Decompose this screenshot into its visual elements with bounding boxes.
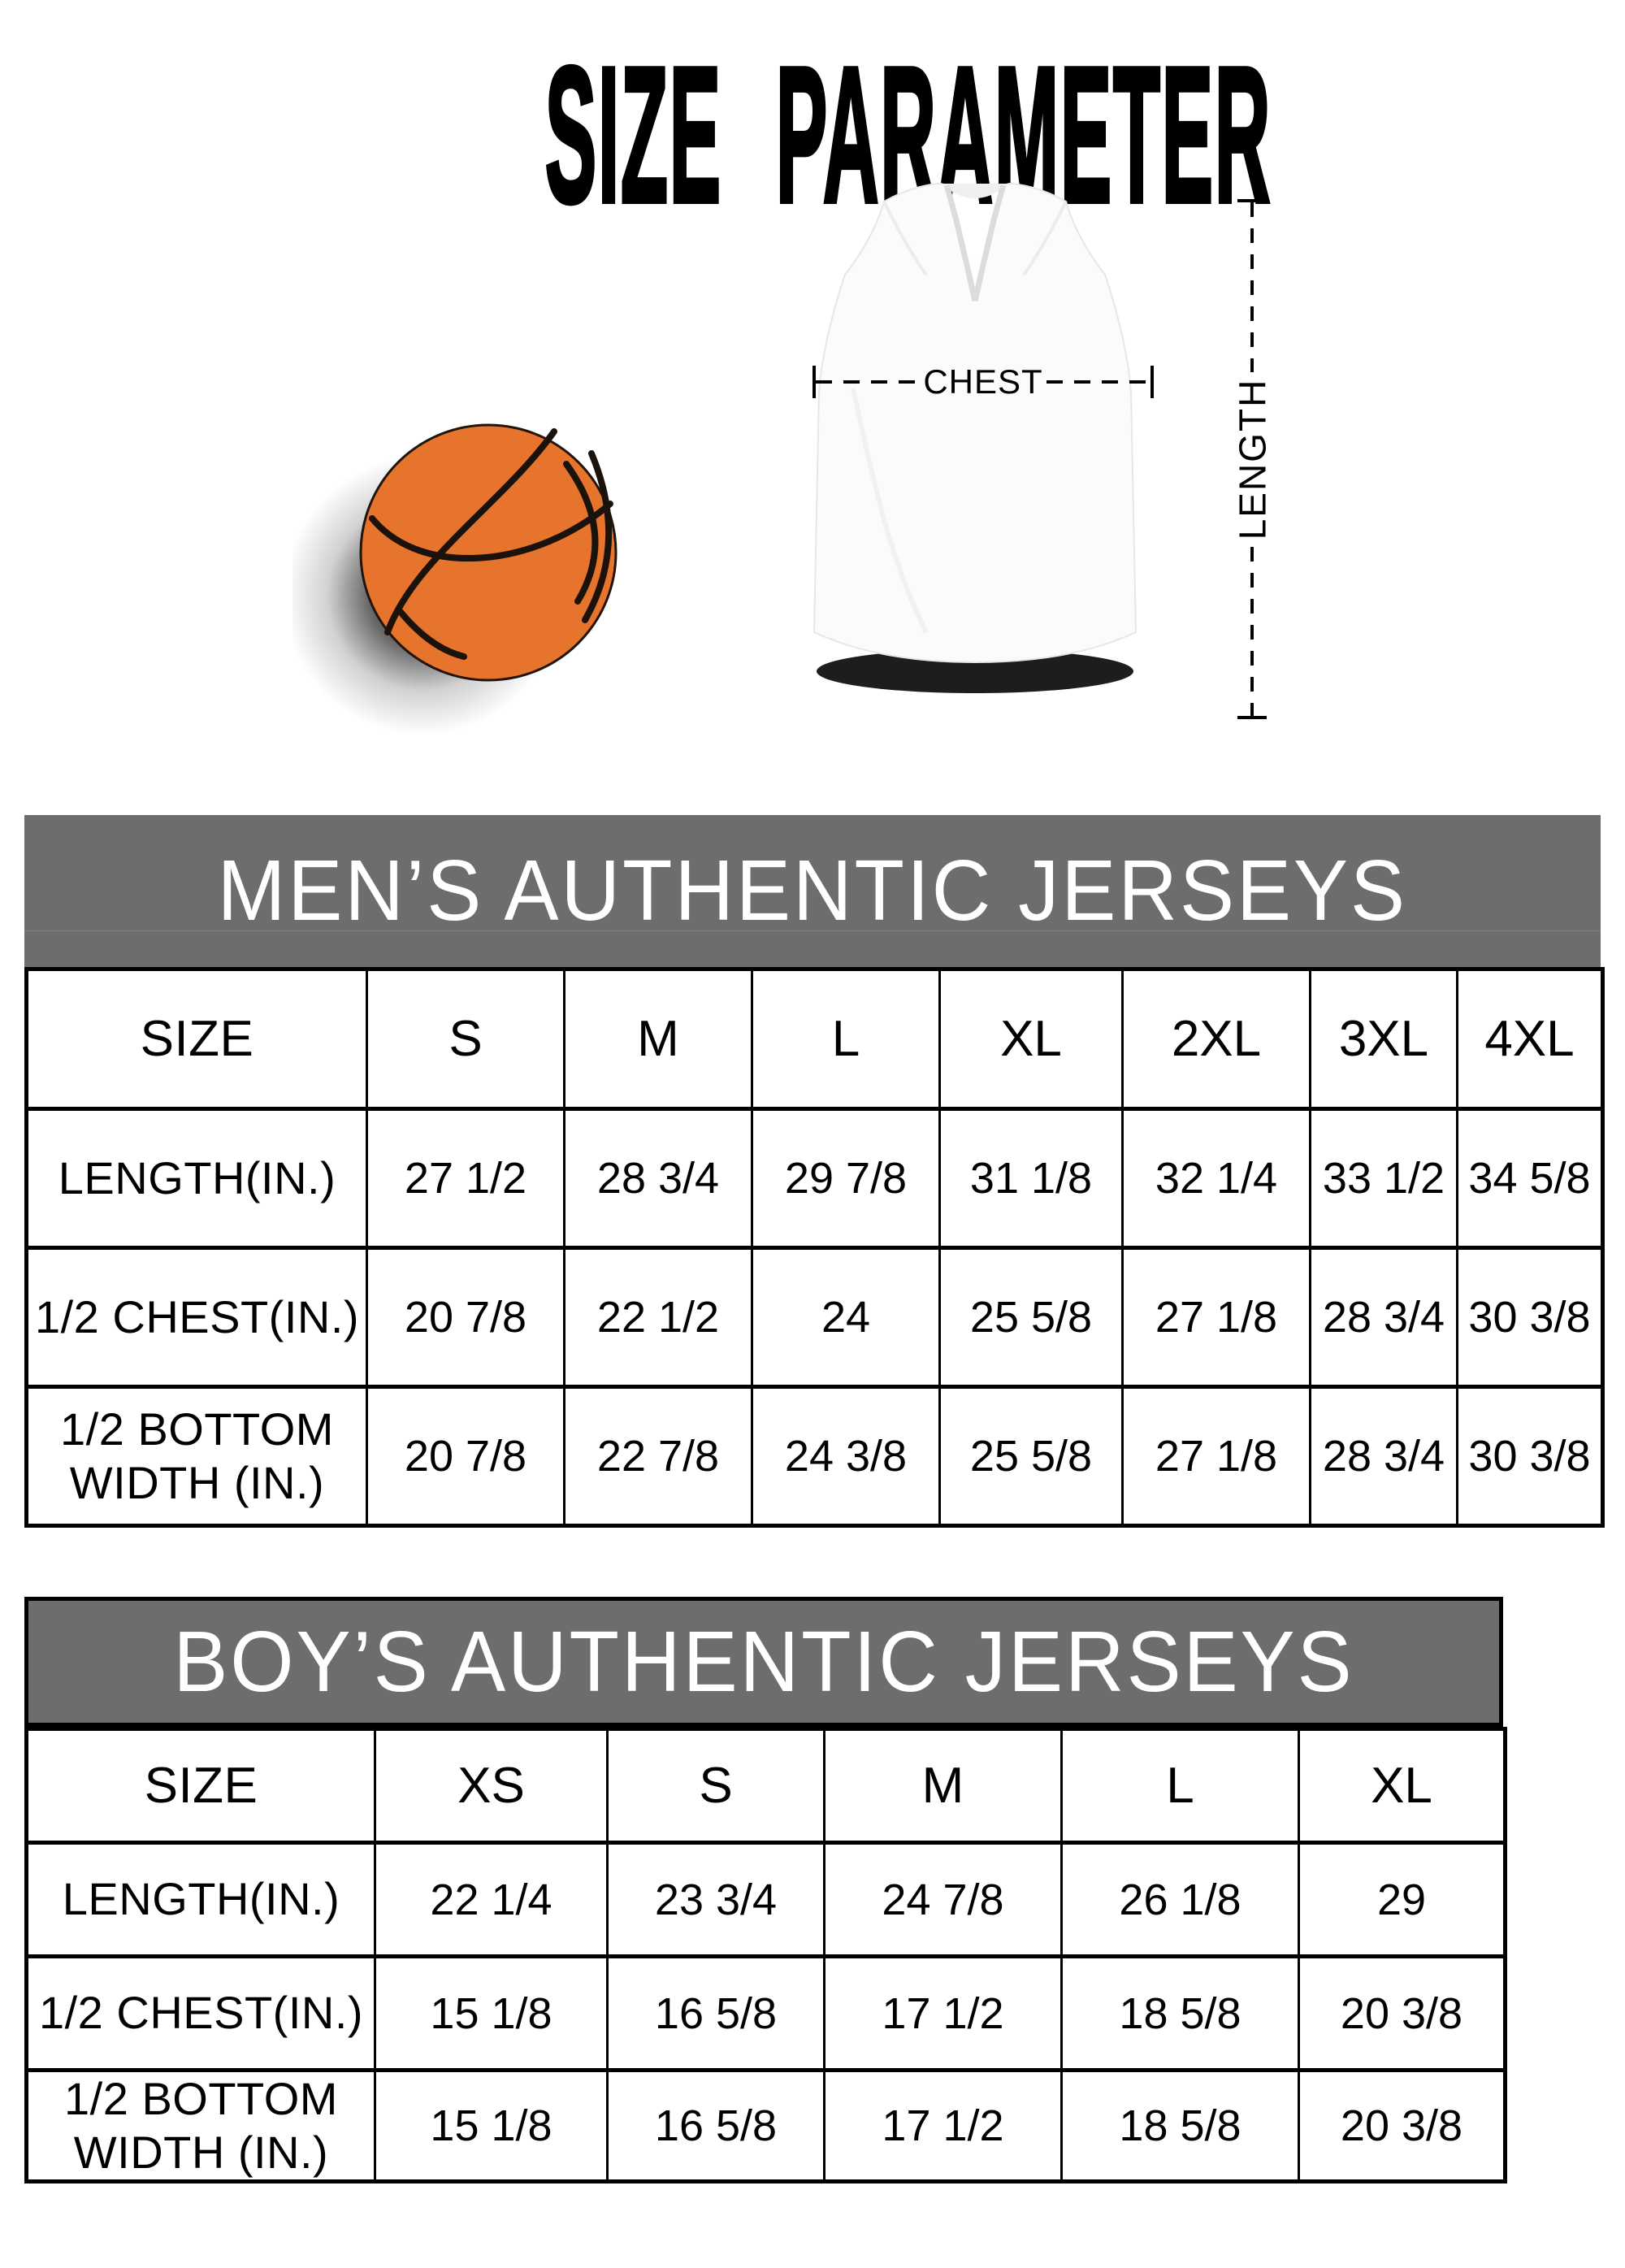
length-measure-line: LENGTH <box>1223 199 1281 719</box>
size-header-cell: 3XL <box>1309 967 1458 1111</box>
measurement-row: LENGTH(IN.) 27 1/2 28 3/4 29 7/8 31 1/8 32 1/… <box>25 1107 1604 1250</box>
mens-size-table: SIZE S M L XL 2XL 3XL 4XL LENGTH(IN.) 27 1/2 28 3/… <box>24 967 1605 1528</box>
measurement-row: 1/2 CHEST(IN.) 20 7/8 22 1/2 24 25 5/8 27 1/8… <box>25 1246 1604 1389</box>
measurement-value-cell: 28 3/4 <box>1309 1385 1458 1528</box>
mens-table-title-band: MEN’S AUTHENTIC JERSEYS <box>24 815 1601 967</box>
measurement-value-cell: 20 7/8 <box>366 1385 566 1528</box>
measurement-value-cell: 33 1/2 <box>1309 1107 1458 1250</box>
measurement-value-cell: 25 5/8 <box>938 1385 1124 1528</box>
measurement-row: LENGTH(IN.) 22 1/4 23 3/4 24 7/8 26 1/8 29 <box>25 1841 1506 1958</box>
measurement-value-cell: 28 3/4 <box>563 1107 753 1250</box>
size-header-cell: 4XL <box>1456 967 1604 1111</box>
measurement-value-cell: 17 1/2 <box>823 2067 1063 2184</box>
length-dash-top <box>1250 202 1254 372</box>
size-header-cell: XS <box>374 1727 609 1845</box>
mens-table-section: MEN’S AUTHENTIC JERSEYS SIZE S M L XL 2XL 3XL 4… <box>24 815 1605 1528</box>
measurement-value-cell: 15 1/8 <box>374 1954 609 2072</box>
measurement-value-cell: 18 5/8 <box>1060 1954 1300 2072</box>
measurement-value-cell: 26 1/8 <box>1060 1841 1300 1958</box>
row-label-cell: 1/2 CHEST(IN.) <box>25 1246 368 1389</box>
boys-table-title-band: BOY’S AUTHENTIC JERSEYS <box>24 1597 1503 1727</box>
chest-right-tick <box>1150 366 1155 398</box>
measurement-value-cell: 24 <box>751 1246 941 1389</box>
size-header-cell: S <box>606 1727 826 1845</box>
size-column-label: SIZE <box>25 1727 376 1845</box>
measurement-value-cell: 20 3/8 <box>1298 2067 1506 2184</box>
size-header-cell: XL <box>1298 1727 1506 1845</box>
size-header-cell: L <box>1060 1727 1300 1845</box>
basketball-seams <box>369 428 613 660</box>
row-label-cell: LENGTH(IN.) <box>25 1107 368 1250</box>
size-header-cell: 2XL <box>1121 967 1311 1111</box>
size-header-row: SIZE XS S M L XL <box>25 1727 1506 1845</box>
row-label-cell: 1/2 BOTTOM WIDTH (IN.) <box>25 2067 376 2184</box>
measurement-value-cell: 27 1/2 <box>366 1107 566 1250</box>
chest-left-tick <box>812 366 816 398</box>
jersey-left-seam <box>882 201 928 276</box>
jersey-crease <box>851 388 929 634</box>
measurement-value-cell: 15 1/8 <box>374 2067 609 2184</box>
boys-table-section: BOY’S AUTHENTIC JERSEYS SIZE XS S M L XL LENGT… <box>24 1597 1507 2184</box>
measurement-value-cell: 20 3/8 <box>1298 1954 1506 2072</box>
measurement-row: 1/2 BOTTOM WIDTH (IN.) 15 1/8 16 5/8 17 1/2… <box>25 2067 1506 2184</box>
row-label-cell: 1/2 BOTTOM WIDTH (IN.) <box>25 1385 368 1528</box>
measurement-value-cell: 24 7/8 <box>823 1841 1063 1958</box>
length-label-wrap: LENGTH <box>1172 372 1333 547</box>
row-label-cell: 1/2 CHEST(IN.) <box>25 1954 376 2072</box>
measurement-value-cell: 22 1/2 <box>563 1246 753 1389</box>
measurement-value-cell: 20 7/8 <box>366 1246 566 1389</box>
measurement-value-cell: 31 1/8 <box>938 1107 1124 1250</box>
measurement-value-cell: 18 5/8 <box>1060 2067 1300 2184</box>
size-header-cell: M <box>823 1727 1063 1845</box>
length-bottom-cap <box>1237 716 1267 719</box>
mens-table-title: MEN’S AUTHENTIC JERSEYS <box>217 843 1408 939</box>
jersey-svg <box>812 182 1138 693</box>
size-header-cell: XL <box>938 967 1124 1111</box>
jersey-icon <box>804 177 1146 705</box>
jersey-back-neck <box>941 184 1009 198</box>
basketball-body <box>359 423 618 682</box>
measurement-value-cell: 32 1/4 <box>1121 1107 1311 1250</box>
measurement-row: 1/2 CHEST(IN.) 15 1/8 16 5/8 17 1/2 18 5/8 20… <box>25 1954 1506 2072</box>
basketball-svg <box>283 423 618 735</box>
chest-dash-left <box>816 380 921 384</box>
size-header-cell: M <box>563 967 753 1111</box>
measurement-value-cell: 16 5/8 <box>606 1954 826 2072</box>
size-header-cell: S <box>366 967 566 1111</box>
boys-size-table: SIZE XS S M L XL LENGTH(IN.) 22 1/4 23 3/4 24 7/8… <box>24 1727 1507 2184</box>
basketball-icon <box>283 388 666 746</box>
measurement-value-cell: 24 3/8 <box>751 1385 941 1528</box>
size-header-cell: L <box>751 967 941 1111</box>
size-column-label: SIZE <box>25 967 368 1111</box>
measurement-row: 1/2 BOTTOM WIDTH (IN.) 20 7/8 22 7/8 24 3/8… <box>25 1385 1604 1528</box>
chest-dash-right <box>1046 380 1151 384</box>
measurement-value-cell: 29 7/8 <box>751 1107 941 1250</box>
row-label-cell: LENGTH(IN.) <box>25 1841 376 1958</box>
measurement-value-cell: 27 1/8 <box>1121 1246 1311 1389</box>
chest-measure-line: CHEST <box>812 362 1155 401</box>
measurement-value-cell: 16 5/8 <box>606 2067 826 2184</box>
size-header-row: SIZE S M L XL 2XL 3XL 4XL <box>25 967 1604 1111</box>
jersey-right-seam <box>1022 201 1068 276</box>
measurement-value-cell: 30 3/8 <box>1456 1246 1604 1389</box>
measurement-value-cell: 17 1/2 <box>823 1954 1063 2072</box>
jersey-shadow <box>817 649 1133 693</box>
measurement-value-cell: 27 1/8 <box>1121 1385 1311 1528</box>
measurement-value-cell: 22 1/4 <box>374 1841 609 1958</box>
measurement-value-cell: 28 3/4 <box>1309 1246 1458 1389</box>
length-dash-bottom <box>1250 546 1254 716</box>
boys-table-title: BOY’S AUTHENTIC JERSEYS <box>173 1613 1354 1710</box>
jersey-vneck-trim <box>943 184 1007 301</box>
measurement-value-cell: 22 7/8 <box>563 1385 753 1528</box>
measurement-value-cell: 29 <box>1298 1841 1506 1958</box>
measurement-value-cell: 30 3/8 <box>1456 1385 1604 1528</box>
measurement-value-cell: 34 5/8 <box>1456 1107 1604 1250</box>
chest-label: CHEST <box>923 362 1043 401</box>
measurement-value-cell: 25 5/8 <box>938 1246 1124 1389</box>
length-top-cap <box>1237 199 1267 202</box>
measurement-value-cell: 23 3/4 <box>606 1841 826 1958</box>
length-label: LENGTH <box>1231 378 1273 540</box>
